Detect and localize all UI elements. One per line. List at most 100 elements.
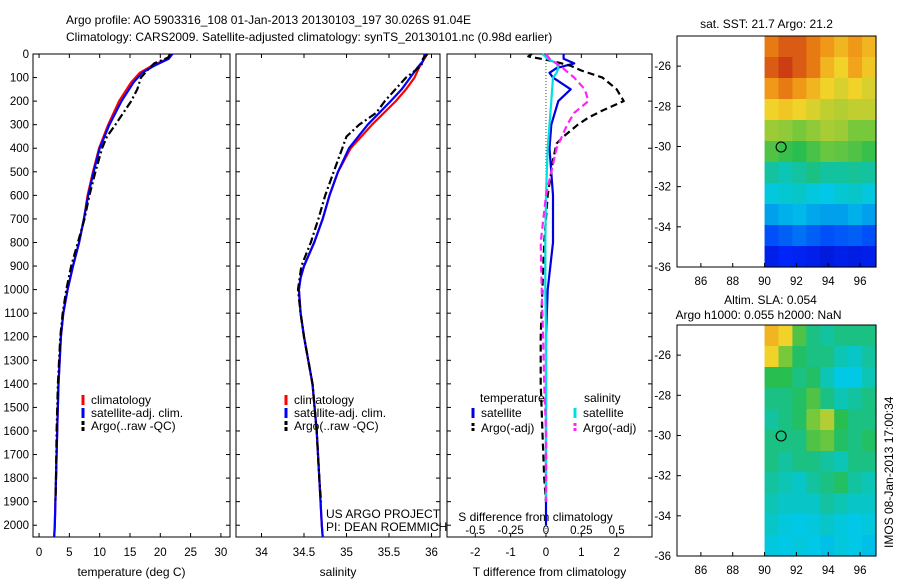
sst_map-cell	[820, 162, 835, 184]
sla_map-xtick-label: 86	[694, 565, 707, 577]
sla_map-cell	[820, 409, 835, 431]
sla_map-cell	[834, 472, 849, 494]
sla_map-cell	[778, 409, 794, 431]
difference-xtick-label: -2	[470, 547, 480, 559]
sla_map-cell	[806, 346, 821, 368]
sla_map-cell	[778, 430, 794, 452]
depth-tick-label: 1200	[3, 332, 29, 344]
sst_map-cell	[862, 183, 877, 205]
sla_map-xtick-label: 96	[854, 565, 867, 577]
temperature-legend-label: satellite-adj. clim.	[91, 406, 183, 420]
sst_map-cell	[764, 78, 780, 100]
sla_map-cell	[806, 430, 821, 452]
sla_map-xtick-label: 88	[726, 565, 739, 577]
salinity-legend-label: Argo(..raw -QC)	[294, 419, 379, 433]
sst_map-cell	[778, 162, 794, 184]
depth-tick-label: 1100	[4, 308, 29, 320]
sst_map-cell	[820, 78, 835, 100]
salinity-series-line	[297, 53, 426, 538]
sst_map-cell	[862, 99, 877, 121]
sst_map-cell	[834, 246, 849, 268]
sla_map-cell	[764, 472, 780, 494]
sla_map-cell	[806, 493, 821, 515]
depth-tick-label: 1600	[3, 426, 29, 438]
depth-tick-label: 1400	[3, 379, 29, 391]
sst_map-cell	[806, 99, 821, 121]
sla_map-cell	[862, 514, 877, 536]
sla_map-cell	[834, 535, 849, 557]
sst_map-cell	[764, 99, 780, 121]
sla_map-cell	[848, 367, 863, 389]
depth-tick-label: 100	[10, 73, 29, 85]
sst_map-cell	[820, 225, 835, 247]
sst_map-cell	[862, 225, 877, 247]
sst_map-cell	[806, 183, 821, 205]
sla_map-cell	[778, 535, 794, 557]
sla_map-cell	[764, 367, 780, 389]
diff-legend-label: Argo(-adj)	[583, 421, 636, 435]
sla_map-cell	[848, 346, 863, 368]
temperature-panel: 0100200300400500600700800900100011001200…	[3, 49, 231, 579]
sla_map-cell	[792, 388, 807, 410]
argo-position-marker	[775, 141, 787, 153]
salinity-xtick-label: 35.5	[378, 547, 400, 559]
sla_map-cell	[848, 388, 863, 410]
sla_map-cell	[834, 451, 849, 473]
sla_map-ytick-label: -34	[654, 511, 671, 523]
sst_map-cell	[778, 99, 794, 121]
temperature-series-line	[53, 53, 174, 538]
sla_map-ytick-label: -26	[654, 350, 671, 362]
temperature-xtick-label: 25	[184, 547, 197, 559]
sst_map-title: sat. SST: 21.7 Argo: 21.2	[700, 17, 833, 31]
sla_map-cell	[862, 388, 877, 410]
sla_map-cell	[820, 472, 835, 494]
sla_map-cell	[834, 346, 849, 368]
sst_map-cell	[862, 162, 877, 184]
sst_map-cell	[820, 246, 835, 268]
sla_map-ytick-label: -32	[654, 471, 671, 483]
sla_map-cell	[806, 451, 821, 473]
temperature-frame	[32, 53, 231, 538]
depth-tick-label: 1000	[3, 285, 29, 297]
depth-tick-label: 0	[23, 49, 29, 61]
sla_map-cell	[764, 493, 780, 515]
sst_map-ytick-label: -30	[654, 141, 671, 153]
sst_map-cell	[848, 99, 863, 121]
sst_map-cell	[848, 162, 863, 184]
salinity-xtick-label: -0.5	[465, 525, 485, 537]
sst_map-cell	[806, 57, 821, 79]
sla_map-cell	[778, 451, 794, 473]
sst_map-xtick-label: 88	[726, 276, 739, 288]
salinity-xtick-label: 0	[543, 525, 549, 537]
sst_map-cell	[778, 246, 794, 268]
sst_map-cell	[778, 141, 794, 163]
depth-tick-label: 1700	[3, 450, 29, 462]
depth-tick-label: 1300	[3, 355, 29, 367]
temperature-xtick-label: 5	[66, 547, 72, 559]
sst_map-cell	[820, 204, 835, 226]
sla_map-cell	[806, 472, 821, 494]
sla_map-cell	[820, 430, 835, 452]
sst_map-cell	[792, 162, 807, 184]
sst_map-cell	[862, 57, 877, 79]
sst_map-cell	[848, 204, 863, 226]
sst_map-cell	[848, 78, 863, 100]
sst_map-cell	[764, 246, 780, 268]
sla_map-frame	[676, 324, 877, 557]
sst_map-cell	[792, 99, 807, 121]
difference-series-line	[539, 53, 590, 502]
sla_map-cell	[834, 409, 849, 431]
sla_map-cell	[848, 472, 863, 494]
sst_map-cell	[792, 183, 807, 205]
salinity-xtick-label: 0.5	[609, 525, 625, 537]
difference-series-line	[541, 53, 560, 502]
sla_map-cell	[792, 346, 807, 368]
timestamp-watermark: IMOS 08-Jan-2013 17:00:34	[882, 396, 896, 548]
sst_map-cell	[764, 183, 780, 205]
sla_map-cell	[820, 388, 835, 410]
pi-label: PI: DEAN ROEMMICH	[326, 520, 447, 534]
sla_map-cell	[792, 472, 807, 494]
diff-legend-label: satellite	[481, 406, 522, 420]
sst_map-xtick-label: 90	[758, 276, 771, 288]
sst_map-cell	[862, 141, 877, 163]
